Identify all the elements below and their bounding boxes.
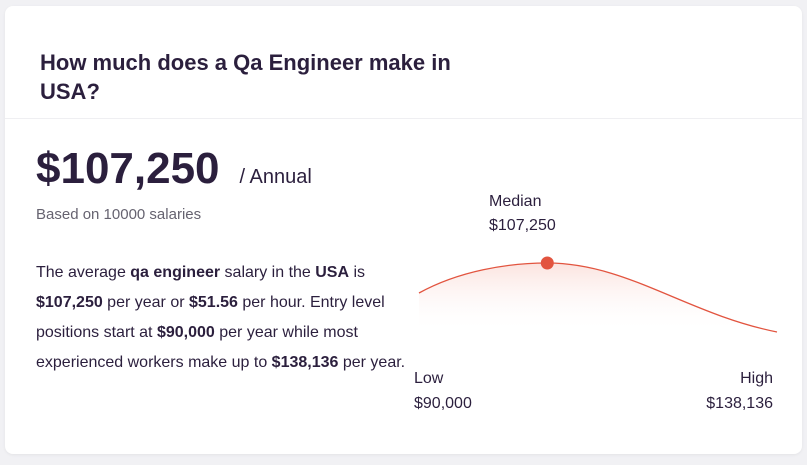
high-value: $138,136 [706,395,773,412]
desc-text: is [349,264,366,281]
desc-text: per year. [338,354,406,371]
desc-text: per year or [102,294,189,311]
desc-location: USA [315,264,350,281]
desc-text: per year while most experienced workers … [36,324,358,371]
distribution-area [419,263,777,332]
median-label: Median [489,193,542,210]
distribution-curve [418,262,778,333]
desc-entry: $90,000 [156,324,215,341]
high-label: High [740,370,773,387]
salary-card: How much does a Qa Engineer make in USA?… [5,6,802,454]
desc-text: salary in the [220,264,316,281]
salary-period: / Annual [239,166,312,188]
desc-hourly: $51.56 [189,294,238,311]
desc-text: per hour. Entry level positions start at [36,294,385,341]
median-value: $107,250 [489,217,556,234]
based-on-text: Based on 10000 salaries [36,206,202,223]
salary-amount-row: $107,250 / Annual [36,144,312,194]
low-value: $90,000 [414,395,472,412]
salary-amount: $107,250 [36,144,220,193]
desc-text: The average [36,264,131,281]
low-label: Low [414,370,444,387]
card-title: How much does a Qa Engineer make in USA? [40,50,451,104]
divider [5,118,802,119]
distribution-curve-svg [418,256,778,333]
salary-description: The average qa engineer salary in the US… [36,258,406,378]
desc-job: qa engineer [130,264,221,281]
median-point[interactable] [540,256,554,270]
desc-max: $138,136 [271,354,339,371]
salary-distribution-chart: Median $107,250 Low $90,000 High $138,13… [410,181,780,421]
desc-yearly: $107,250 [36,294,103,311]
